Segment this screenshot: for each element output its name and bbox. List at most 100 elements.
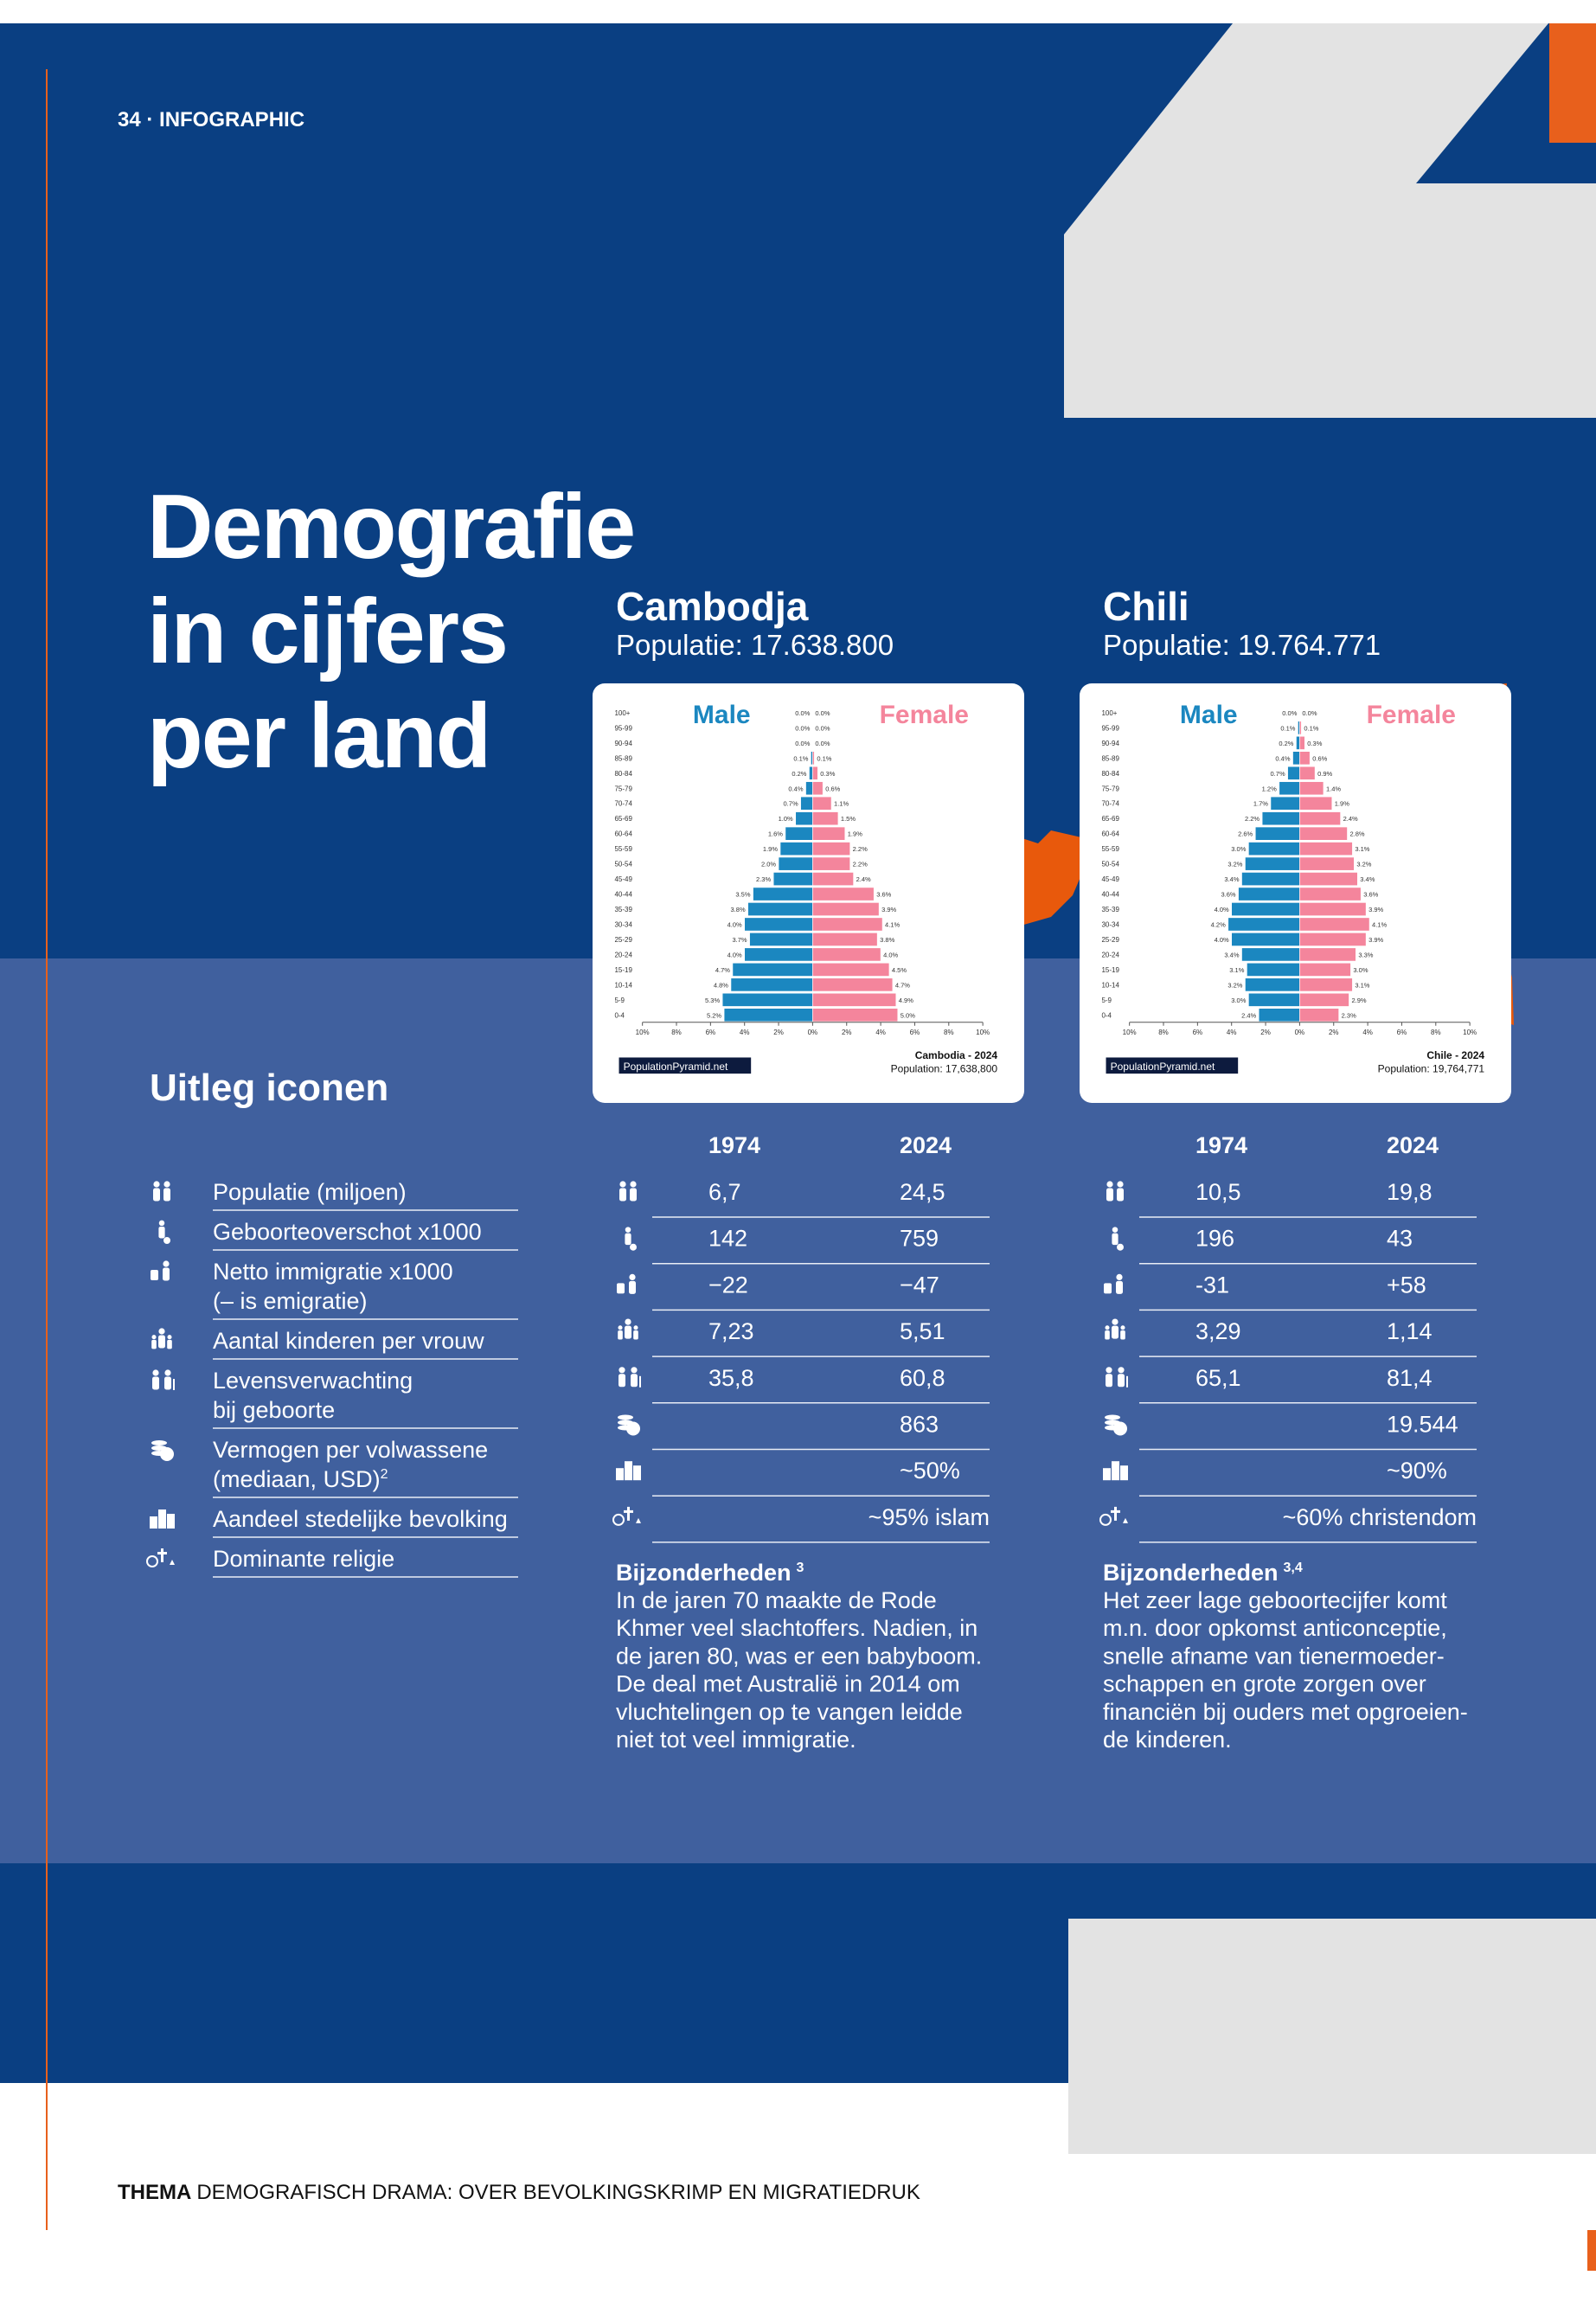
bar <box>1299 872 1358 887</box>
age-label: 60-64 <box>1101 830 1119 838</box>
bar-label: 4.0% <box>883 951 898 958</box>
bar <box>779 842 813 856</box>
bar <box>1299 811 1341 826</box>
notes-title: Bijzonderheden 3 <box>616 1560 804 1586</box>
legend-entry: Female <box>1367 701 1456 729</box>
bar-label: 0.1% <box>1280 724 1295 732</box>
bar-label: 4.8% <box>714 981 728 989</box>
icon-part <box>1105 1414 1120 1420</box>
icon-part <box>161 1548 163 1562</box>
icon-part <box>167 1339 172 1349</box>
decor-accent <box>1549 23 1596 143</box>
icon-part <box>152 1369 159 1376</box>
bar <box>812 887 875 901</box>
x-tick-label: 10% <box>636 1029 650 1036</box>
x-tick-label: 4% <box>1227 1029 1237 1036</box>
chart-source: PopulationPyramid.net <box>624 1061 728 1073</box>
legend-item: (– is emigratie) <box>213 1288 368 1314</box>
bar <box>1292 751 1300 766</box>
age-label: 50-54 <box>1101 861 1119 868</box>
bar <box>1299 826 1348 841</box>
icon-part <box>1120 1330 1125 1340</box>
bar <box>1299 992 1349 1007</box>
legend-entry: Female <box>880 701 969 729</box>
age-label: 25-29 <box>614 936 632 944</box>
table-cell: 19,8 <box>1387 1179 1433 1205</box>
icon-part <box>167 1335 172 1340</box>
bar <box>753 887 813 901</box>
age-label: 40-44 <box>1101 891 1119 899</box>
bar-label: 1.9% <box>848 830 862 838</box>
bar-label: 4.7% <box>715 966 730 974</box>
icon-part <box>146 1555 158 1567</box>
age-label: 30-34 <box>614 920 632 928</box>
table-cell: 196 <box>1195 1226 1234 1252</box>
bar <box>1299 917 1370 932</box>
age-label: 5-9 <box>614 997 625 1004</box>
page-marker <box>1587 2230 1596 2271</box>
bar <box>1241 947 1300 962</box>
legend-item: Populatie (miljoen) <box>213 1179 407 1205</box>
x-tick-label: 8% <box>671 1029 682 1036</box>
age-label: 75-79 <box>1101 785 1119 792</box>
age-label: 30-34 <box>1101 920 1119 928</box>
bar <box>1299 1008 1339 1022</box>
age-label: 70-74 <box>1101 800 1119 808</box>
country-name: Cambodja <box>616 584 809 629</box>
bar-label: 0.0% <box>815 724 830 732</box>
bar-label: 4.0% <box>1215 906 1229 913</box>
bar-label: 5.2% <box>707 1011 721 1019</box>
bar-label: 3.0% <box>1231 997 1246 1004</box>
notes-line: financiën bij ouders met opgroeien- <box>1103 1699 1468 1725</box>
table-cell: 43 <box>1387 1226 1413 1252</box>
table-cell: 6,7 <box>708 1179 741 1205</box>
icon-part <box>1118 1367 1125 1374</box>
icon-part <box>163 1181 170 1188</box>
bar <box>809 766 813 780</box>
icon-part <box>627 1506 630 1521</box>
table-cell: 24,5 <box>900 1179 945 1205</box>
bar-label: 3.6% <box>876 891 891 899</box>
bar <box>1299 962 1351 977</box>
icon-part <box>1116 1273 1123 1280</box>
source-box <box>1106 1057 1239 1074</box>
bar <box>744 947 813 962</box>
age-label: 65-69 <box>614 815 632 823</box>
age-label: 40-44 <box>614 891 632 899</box>
x-tick-label: 10% <box>976 1029 990 1036</box>
table-cell: −22 <box>708 1272 748 1298</box>
age-label: 20-24 <box>614 951 632 958</box>
bar <box>812 917 883 932</box>
table-cell: 863 <box>900 1412 939 1438</box>
bar-label: 1.9% <box>763 845 778 853</box>
x-tick-label: 0% <box>1295 1029 1305 1036</box>
bar-label: 4.1% <box>885 920 900 928</box>
age-label: 95-99 <box>1101 724 1119 732</box>
icon-part <box>1106 1367 1112 1374</box>
legend-item: Levensverwachting <box>213 1368 413 1394</box>
icon-part <box>625 1318 631 1325</box>
bar-label: 0.4% <box>1275 754 1290 762</box>
table-header: 2024 <box>1387 1132 1439 1158</box>
icon-part <box>618 1325 623 1330</box>
footer-theme: THEMA <box>118 2181 191 2204</box>
header-label: 34 · INFOGRAPHIC <box>118 108 304 131</box>
icon-part <box>1112 1233 1118 1246</box>
bar <box>1270 796 1300 811</box>
icon <box>617 1273 636 1294</box>
notes-line: De deal met Australië in 2014 om <box>616 1671 960 1697</box>
bar-label: 1.5% <box>841 815 856 823</box>
icon-part <box>1104 1283 1112 1294</box>
page-title: Demografie <box>147 476 634 578</box>
table-cell: 35,8 <box>708 1365 754 1391</box>
icon-part <box>631 1367 638 1374</box>
age-label: 15-19 <box>1101 966 1119 974</box>
bar-label: 1.9% <box>1335 800 1349 808</box>
source-box <box>619 1057 752 1074</box>
bar <box>1245 977 1300 992</box>
table-cell: 1,14 <box>1387 1318 1433 1344</box>
icon-part <box>619 1181 626 1188</box>
notes-sup: 3,4 <box>1284 1561 1303 1575</box>
age-label: 85-89 <box>1101 754 1119 762</box>
